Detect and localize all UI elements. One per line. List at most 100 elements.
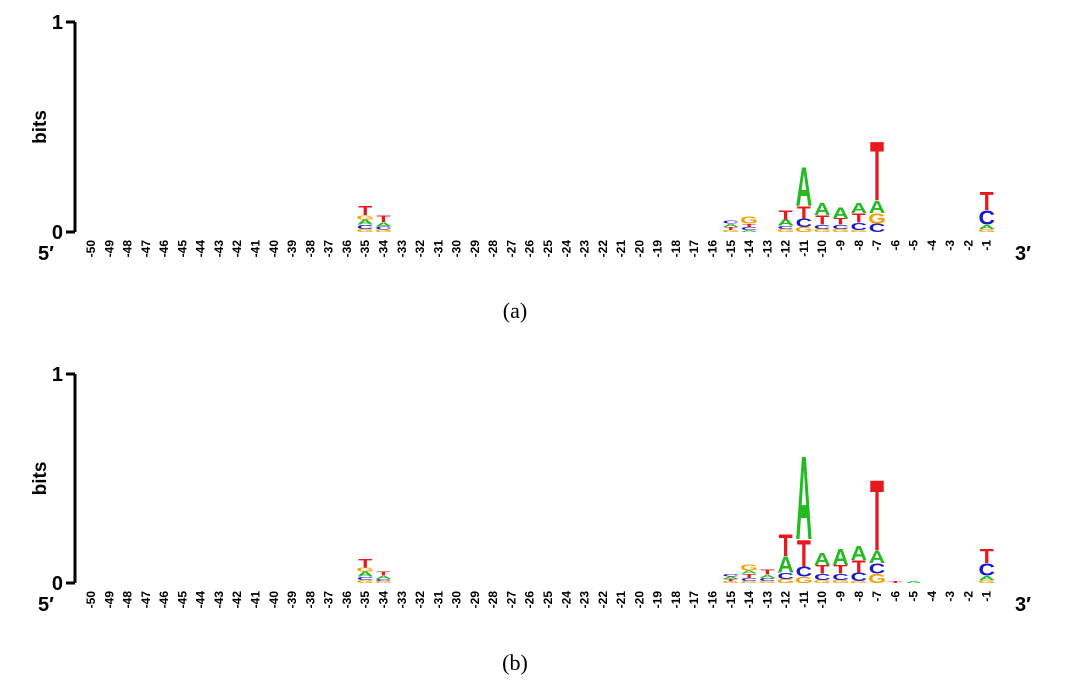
x-tick-label: -4 (925, 240, 939, 251)
logo-letter-g: G (375, 581, 393, 584)
logo-letter-c: C (777, 225, 794, 230)
logo-letter-c: C (832, 224, 849, 231)
five-prime-label: 5′ (38, 243, 54, 265)
x-tick-label: -47 (139, 240, 153, 258)
x-tick-label: -33 (395, 591, 409, 609)
x-tick-label: -39 (285, 591, 299, 609)
x-tick-label: -42 (230, 591, 244, 609)
x-tick-label: -4 (925, 591, 939, 602)
logo-letter-c: C (741, 577, 758, 582)
logo-letter-a: A (814, 201, 831, 220)
y-tick-label: 1 (52, 364, 63, 386)
x-tick-label: -13 (760, 591, 774, 609)
x-tick-label: -25 (541, 591, 555, 609)
logo-letter-g: G (978, 228, 996, 233)
x-tick-label: -14 (742, 591, 756, 609)
logo-letter-g: G (795, 226, 813, 234)
x-tick-label: -43 (212, 591, 226, 609)
logo-letter-a: A (357, 570, 374, 578)
logo-letter-a: A (850, 201, 867, 217)
x-tick-label: -14 (742, 240, 756, 258)
logo-letter-g: G (978, 579, 996, 584)
x-tick-label: -7 (870, 591, 884, 602)
y-tick-label: 0 (52, 222, 63, 244)
x-tick-label: -49 (102, 591, 116, 609)
logo-letter-t: T (852, 211, 867, 226)
x-tick-label: -15 (724, 591, 738, 609)
logo-letter-c: C (723, 573, 740, 577)
logo-letter-c: C (741, 226, 758, 231)
y-tick-label: 0 (52, 573, 63, 595)
x-tick-label: -50 (84, 591, 98, 609)
logo-letter-a: A (850, 541, 867, 564)
logo-letter-t: T (724, 226, 738, 231)
x-tick-label: -32 (413, 591, 427, 609)
x-tick-label: -48 (121, 240, 135, 258)
logo-letter-c: C (869, 222, 886, 235)
logo-letter-a: A (796, 432, 813, 565)
x-tick-label: -40 (267, 240, 281, 258)
logo-letter-t: T (815, 213, 830, 228)
logo-letter-c: C (832, 572, 849, 582)
logo-letter-g: G (795, 575, 813, 585)
logo-letter-a: A (375, 221, 392, 228)
logo-letter-t: T (724, 578, 738, 582)
y-axis-label: bits (30, 462, 51, 496)
x-tick-label: -50 (84, 240, 98, 258)
panel-caption: (b) (502, 650, 528, 675)
three-prime-label: 3′ (1015, 594, 1031, 616)
x-tick-label: -16 (706, 240, 720, 258)
x-tick-label: -5 (907, 591, 921, 602)
logo-letter-g: G (850, 581, 868, 584)
logo-letter-a: A (978, 224, 995, 231)
x-tick-label: -7 (870, 240, 884, 251)
x-tick-label: -13 (760, 240, 774, 258)
x-tick-label: -47 (139, 591, 153, 609)
x-tick-label: -11 (797, 240, 811, 257)
logo-letter-t: T (376, 214, 391, 224)
y-axis-label: bits (30, 110, 51, 144)
x-tick-label: -34 (376, 591, 390, 609)
x-tick-label: -44 (194, 240, 208, 258)
x-tick-label: -20 (632, 591, 646, 609)
logo-letter-a: A (905, 581, 922, 584)
x-tick-label: -3 (943, 591, 957, 602)
x-tick-label: -20 (632, 240, 646, 258)
logo-letter-t: T (980, 188, 994, 217)
x-tick-label: -29 (468, 591, 482, 609)
logo-letter-c: C (723, 220, 740, 225)
logo-letter-c: C (869, 561, 886, 577)
x-tick-label: -31 (431, 240, 445, 258)
logo-letter-c: C (777, 571, 794, 581)
logo-letter-g: G (850, 230, 868, 233)
x-tick-label: -39 (285, 240, 299, 258)
x-tick-label: -44 (194, 591, 208, 609)
logo-letter-g: G (722, 581, 740, 584)
x-tick-label: -27 (504, 240, 518, 258)
logo-letter-t: T (980, 544, 994, 567)
x-tick-label: -21 (614, 240, 628, 258)
x-tick-label: -10 (815, 240, 829, 258)
logo-letter-g: G (868, 211, 886, 227)
x-tick-label: -30 (450, 591, 464, 609)
logo-letter-g: G (740, 214, 758, 226)
x-tick-label: -12 (779, 240, 793, 258)
x-tick-label: -10 (815, 591, 829, 609)
x-tick-label: -5 (907, 240, 921, 251)
logo-letter-a: A (777, 218, 794, 228)
logo-letter-c: C (759, 577, 776, 582)
logo-letter-t: T (358, 557, 372, 570)
x-tick-label: -25 (541, 240, 555, 258)
x-tick-label: -35 (358, 591, 372, 609)
x-tick-label: -24 (559, 591, 573, 609)
x-tick-label: -3 (943, 240, 957, 251)
x-tick-label: -41 (249, 591, 263, 609)
x-tick-label: -21 (614, 591, 628, 609)
logo-letter-t: T (779, 207, 794, 222)
x-tick-label: -34 (376, 240, 390, 258)
x-tick-label: -12 (779, 591, 793, 609)
logo-letter-a: A (357, 218, 374, 226)
x-tick-label: -40 (267, 591, 281, 609)
logo-letter-c: C (850, 571, 867, 584)
x-tick-label: -32 (413, 240, 427, 258)
